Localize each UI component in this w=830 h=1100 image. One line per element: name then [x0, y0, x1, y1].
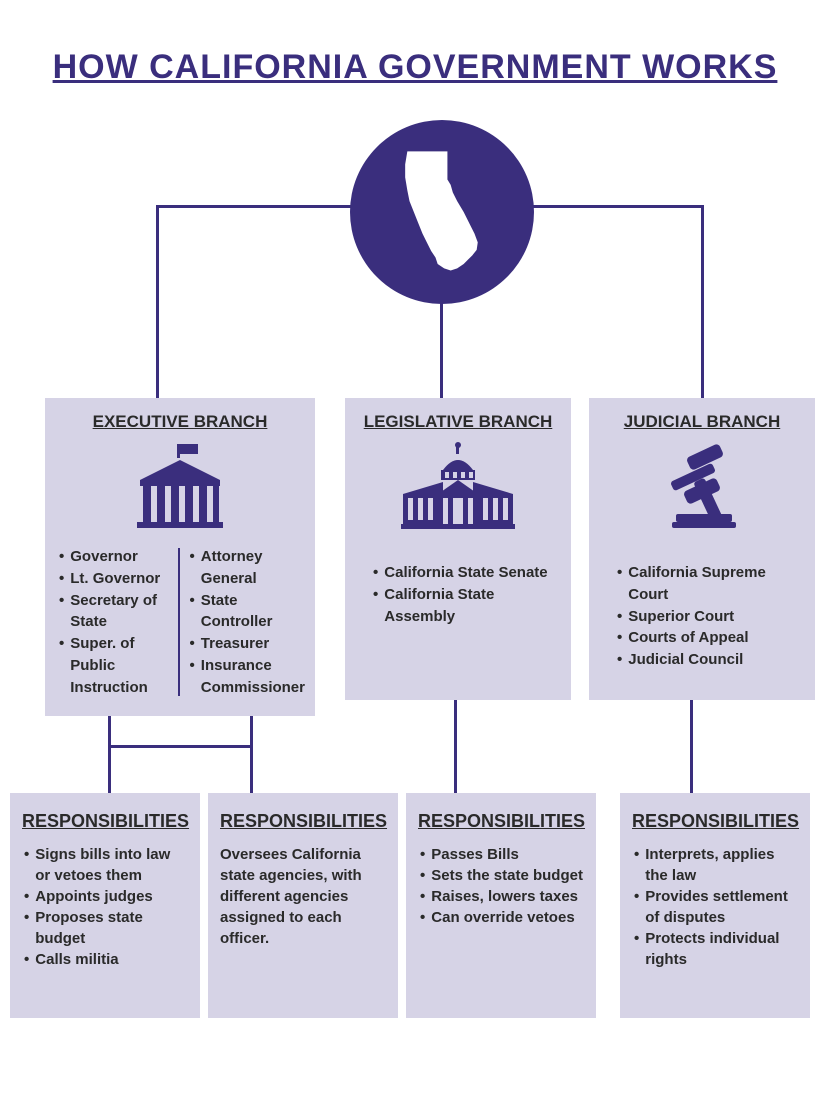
responsibilities-list: Passes BillsSets the state budgetRaises,…: [418, 844, 584, 928]
executive-officers-col2: Attorney GeneralState ControllerTreasure…: [186, 546, 305, 698]
california-circle: [350, 120, 534, 304]
responsibilities-list: Signs bills into law or vetoes themAppoi…: [22, 844, 188, 970]
list-item: Lt. Governor: [55, 568, 172, 590]
connector-line: [108, 745, 253, 748]
responsibilities-title: RESPONSIBILITIES: [22, 811, 188, 832]
list-item: Can override vetoes: [418, 907, 584, 928]
building-icon: [55, 442, 305, 532]
responsibilities-text: Oversees California state agencies, with…: [220, 844, 386, 949]
responsibilities-title: RESPONSIBILITIES: [418, 811, 584, 832]
list-item: Sets the state budget: [418, 865, 584, 886]
list-item: Treasurer: [186, 633, 305, 655]
list-item: Signs bills into law or vetoes them: [22, 844, 188, 886]
list-item: Judicial Council: [613, 649, 797, 671]
column-divider: [178, 548, 180, 696]
judicial-branch-title: JUDICIAL BRANCH: [599, 412, 805, 432]
legislative-branch-title: LEGISLATIVE BRANCH: [355, 412, 561, 432]
list-item: California State Assembly: [369, 584, 553, 628]
list-item: Provides settlement of disputes: [632, 886, 798, 928]
judicial-branch-box: JUDICIAL BRANCH California Supreme Court…: [589, 398, 815, 700]
legislative-branch-box: LEGISLATIVE BRANCH: [345, 398, 571, 700]
connector-line: [454, 700, 457, 793]
executive-branch-title: EXECUTIVE BRANCH: [55, 412, 305, 432]
responsibilities-title: RESPONSIBILITIES: [632, 811, 798, 832]
capitol-icon: [355, 442, 561, 532]
list-item: California Supreme Court: [613, 562, 797, 606]
connector-line: [701, 205, 704, 398]
list-item: Calls militia: [22, 949, 188, 970]
list-item: California State Senate: [369, 562, 553, 584]
list-item: Raises, lowers taxes: [418, 886, 584, 907]
responsibilities-title: RESPONSIBILITIES: [220, 811, 386, 832]
list-item: Insurance Commissioner: [186, 655, 305, 699]
list-item: Attorney General: [186, 546, 305, 590]
connector-line: [440, 300, 443, 398]
connector-line: [690, 700, 693, 793]
executive-responsibilities-2: RESPONSIBILITIES Oversees California sta…: [208, 793, 398, 1018]
list-item: Protects individual rights: [632, 928, 798, 970]
list-item: Superior Court: [613, 606, 797, 628]
executive-officers-col1: GovernorLt. GovernorSecretary of StateSu…: [55, 546, 172, 698]
list-item: Proposes state budget: [22, 907, 188, 949]
list-item: Secretary of State: [55, 590, 172, 634]
executive-responsibilities-1: RESPONSIBILITIES Signs bills into law or…: [10, 793, 200, 1018]
list-item: Passes Bills: [418, 844, 584, 865]
gavel-icon: [599, 442, 805, 532]
list-item: Super. of Public Instruction: [55, 633, 172, 698]
judicial-responsibilities: RESPONSIBILITIES Interprets, applies the…: [620, 793, 810, 1018]
connector-line: [156, 205, 159, 398]
executive-branch-box: EXECUTIVE BRANCH GovernorLt. GovernorSec…: [45, 398, 315, 716]
list-item: Interprets, applies the law: [632, 844, 798, 886]
california-icon: [387, 147, 497, 277]
responsibilities-list: Interprets, applies the lawProvides sett…: [632, 844, 798, 970]
list-item: Appoints judges: [22, 886, 188, 907]
list-item: State Controller: [186, 590, 305, 634]
legislative-bodies-list: California State SenateCalifornia State …: [355, 546, 561, 627]
page-title: HOW CALIFORNIA GOVERNMENT WORKS: [0, 0, 830, 87]
legislative-responsibilities: RESPONSIBILITIES Passes BillsSets the st…: [406, 793, 596, 1018]
list-item: Courts of Appeal: [613, 627, 797, 649]
list-item: Governor: [55, 546, 172, 568]
judicial-bodies-list: California Supreme CourtSuperior CourtCo…: [599, 546, 805, 671]
